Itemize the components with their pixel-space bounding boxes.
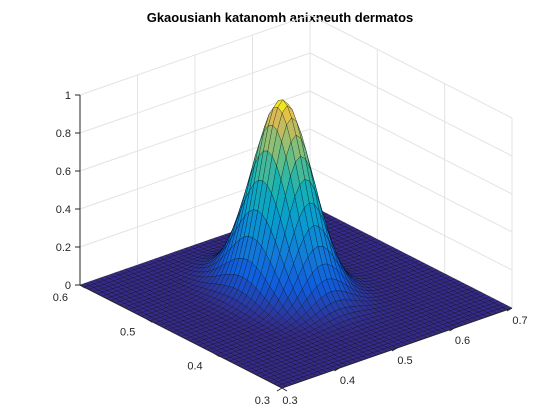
grid-line bbox=[309, 128, 513, 233]
surface bbox=[79, 99, 513, 389]
z-tick-label: 0.2 bbox=[56, 242, 71, 254]
grid-line bbox=[79, 90, 311, 172]
x-tick-mark bbox=[449, 327, 455, 332]
y-tick-mark bbox=[147, 318, 153, 323]
x-tick-label: 0.5 bbox=[397, 355, 412, 367]
y-tick-mark bbox=[79, 284, 86, 289]
y-tick-label: 0.4 bbox=[187, 361, 202, 373]
x-tick-mark bbox=[334, 367, 340, 372]
tick-labels: 0.30.40.50.60.70.30.40.50.600.20.40.60.8… bbox=[53, 90, 528, 407]
y-tick-label: 0.3 bbox=[255, 395, 270, 407]
grid-line bbox=[309, 14, 513, 119]
grid-line bbox=[309, 90, 513, 195]
grid-line bbox=[309, 52, 513, 157]
z-tick-label: 0.6 bbox=[56, 166, 71, 178]
x-tick-mark bbox=[391, 347, 398, 352]
grid-line bbox=[309, 166, 513, 271]
axes bbox=[75, 94, 513, 392]
y-tick-label: 0.5 bbox=[120, 326, 135, 338]
x-tick-label: 0.4 bbox=[340, 375, 355, 387]
x-tick-label: 0.6 bbox=[455, 335, 470, 347]
y-axis-line bbox=[79, 284, 283, 389]
grid-line bbox=[79, 14, 311, 96]
z-tick-label: 1 bbox=[65, 90, 71, 102]
y-tick-mark bbox=[281, 387, 288, 392]
chart-title: Gkaousianh katanomh anixneuth dermatos bbox=[146, 10, 414, 25]
z-tick-label: 0.4 bbox=[56, 204, 71, 216]
x-tick-mark bbox=[276, 387, 283, 392]
z-tick-label: 0.8 bbox=[56, 128, 71, 140]
x-tick-mark bbox=[506, 307, 513, 312]
grid-line bbox=[79, 52, 311, 134]
z-tick-label: 0 bbox=[65, 280, 71, 292]
x-tick-label: 0.7 bbox=[512, 315, 527, 327]
x-tick-label: 0.3 bbox=[282, 395, 297, 407]
y-tick-mark bbox=[214, 353, 220, 358]
y-tick-label: 0.6 bbox=[53, 292, 68, 304]
